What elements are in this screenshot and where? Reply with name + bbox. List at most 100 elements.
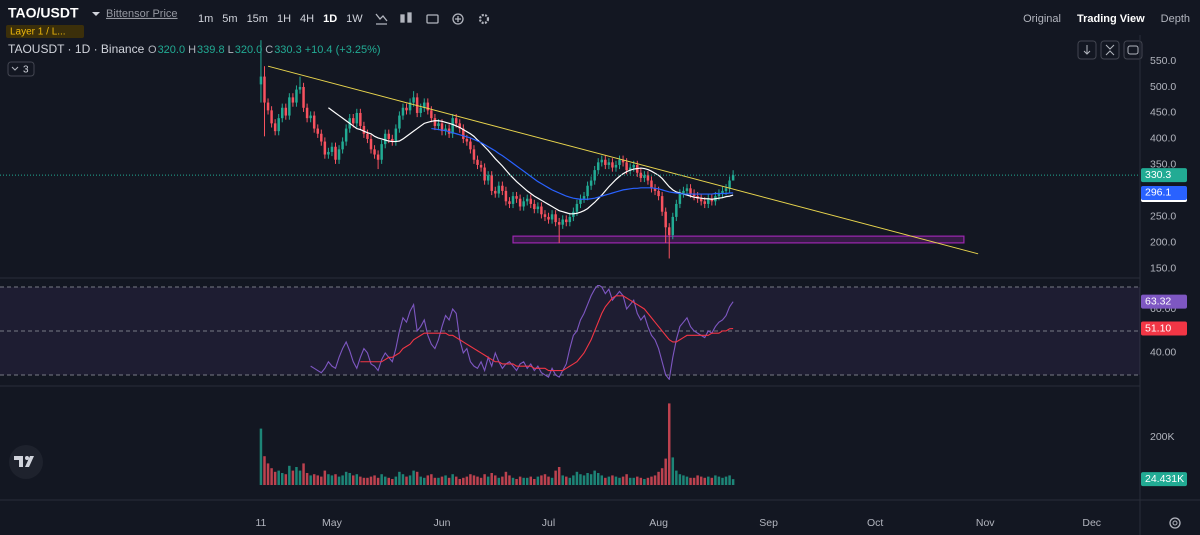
candle-body [699,198,703,202]
candle-body [383,133,387,145]
symbol-caret[interactable] [92,12,100,16]
interval-button[interactable]: 1H [277,13,291,25]
view-button[interactable]: Original [1023,13,1061,25]
candle-body [281,107,284,119]
x-tick-label: 11 [255,517,266,529]
candle-body [717,193,721,197]
add-icon[interactable] [452,13,464,25]
candle-body [394,128,398,142]
volume-bar [682,475,685,486]
interval-button[interactable]: 1D [323,13,337,25]
candle-body [401,107,405,116]
move-down-button[interactable] [1077,40,1097,60]
volume-bar [579,474,582,486]
price-label: 296.1 [1145,187,1171,199]
candle-body [344,128,348,142]
volume-bar [632,477,635,486]
candle-body [682,190,685,194]
volume-bar [309,475,312,486]
candle-body [568,216,572,223]
volume-bar [636,476,639,486]
legend-title: TAOUSDT · 1D · Binance [8,42,145,56]
chart-type-icon[interactable] [407,12,412,23]
interval-button[interactable]: 1W [346,13,363,25]
snapshot-icon[interactable] [426,14,439,24]
tag[interactable]: Layer 1 / L... [10,27,66,38]
candle-body [525,198,529,202]
interval-button[interactable]: 5m [222,13,237,25]
volume-bar [707,476,710,486]
candle-body [486,175,490,181]
candle-body [430,110,433,119]
candle-body [703,201,706,204]
chart-type-icon[interactable] [400,14,405,23]
volume-bar [383,476,387,486]
interval-button[interactable]: 15m [247,13,268,25]
candle-body [561,219,564,225]
candle-body [305,107,309,119]
symbol[interactable]: TAO/USDT [8,5,79,21]
volume-bar [273,471,277,486]
volume-bar [703,477,706,486]
volume-bar [607,476,611,486]
volume-bar [295,467,298,486]
candle-body [529,198,533,204]
volume-bar [731,479,735,486]
volume-bar [586,473,589,486]
candle-body [337,149,341,160]
pane [0,285,1140,380]
candle-body [320,133,323,142]
ohlc-value: 339.8 [197,44,225,56]
axis-settings[interactable] [1169,517,1181,529]
indicator-icon[interactable] [375,13,388,25]
volume-bar [320,476,323,486]
subtitle[interactable]: Bittensor Price [106,8,178,20]
volume-bar [671,457,675,486]
interval-button[interactable]: 1m [198,13,213,25]
candle-body [433,118,437,126]
candle-body [312,115,316,129]
volume-bar [710,477,714,486]
volume-bar [653,475,657,486]
volume-bar [501,476,504,486]
volume-bar [259,428,263,486]
candle-body [380,144,383,160]
candle-body [462,128,465,139]
volume-bar [540,475,543,486]
candle-body [469,141,472,150]
volume-bar [444,475,447,486]
change: +10.4 (+3.25%) [305,44,381,56]
candle-body [554,214,557,223]
logo-bg[interactable] [9,445,43,479]
ohlc-key: H [188,44,196,56]
y-tick-label: 400.0 [1150,133,1176,145]
view-button[interactable]: Depth [1161,13,1190,25]
volume-bar [575,471,579,486]
pane-buttons [1077,40,1143,60]
volume-bar [305,473,309,486]
volume-bar [312,474,316,486]
collapse-button[interactable] [1100,40,1120,60]
maximize-button[interactable] [1123,40,1143,60]
candle-body [270,110,273,124]
candle-body [671,216,675,236]
candle-body [511,196,515,204]
volume-bar [462,477,465,486]
settings-icon[interactable] [478,13,490,25]
volume-bar [572,475,575,486]
volume-bar [298,470,302,486]
interval-button[interactable]: 4H [300,13,314,25]
x-tick-label: Oct [867,517,883,529]
candle-body [451,118,454,134]
volume-bar [355,474,359,486]
view-button[interactable]: Trading View [1077,13,1145,25]
candle-body [398,115,401,129]
candle-body [533,203,536,210]
candle-body [437,123,440,126]
toolbar-icons [375,12,490,25]
candle-body [501,185,504,191]
candle-body [579,198,582,204]
volume-bar [685,476,689,486]
indicator-toggle[interactable] [7,61,35,77]
candle-body [657,190,660,197]
